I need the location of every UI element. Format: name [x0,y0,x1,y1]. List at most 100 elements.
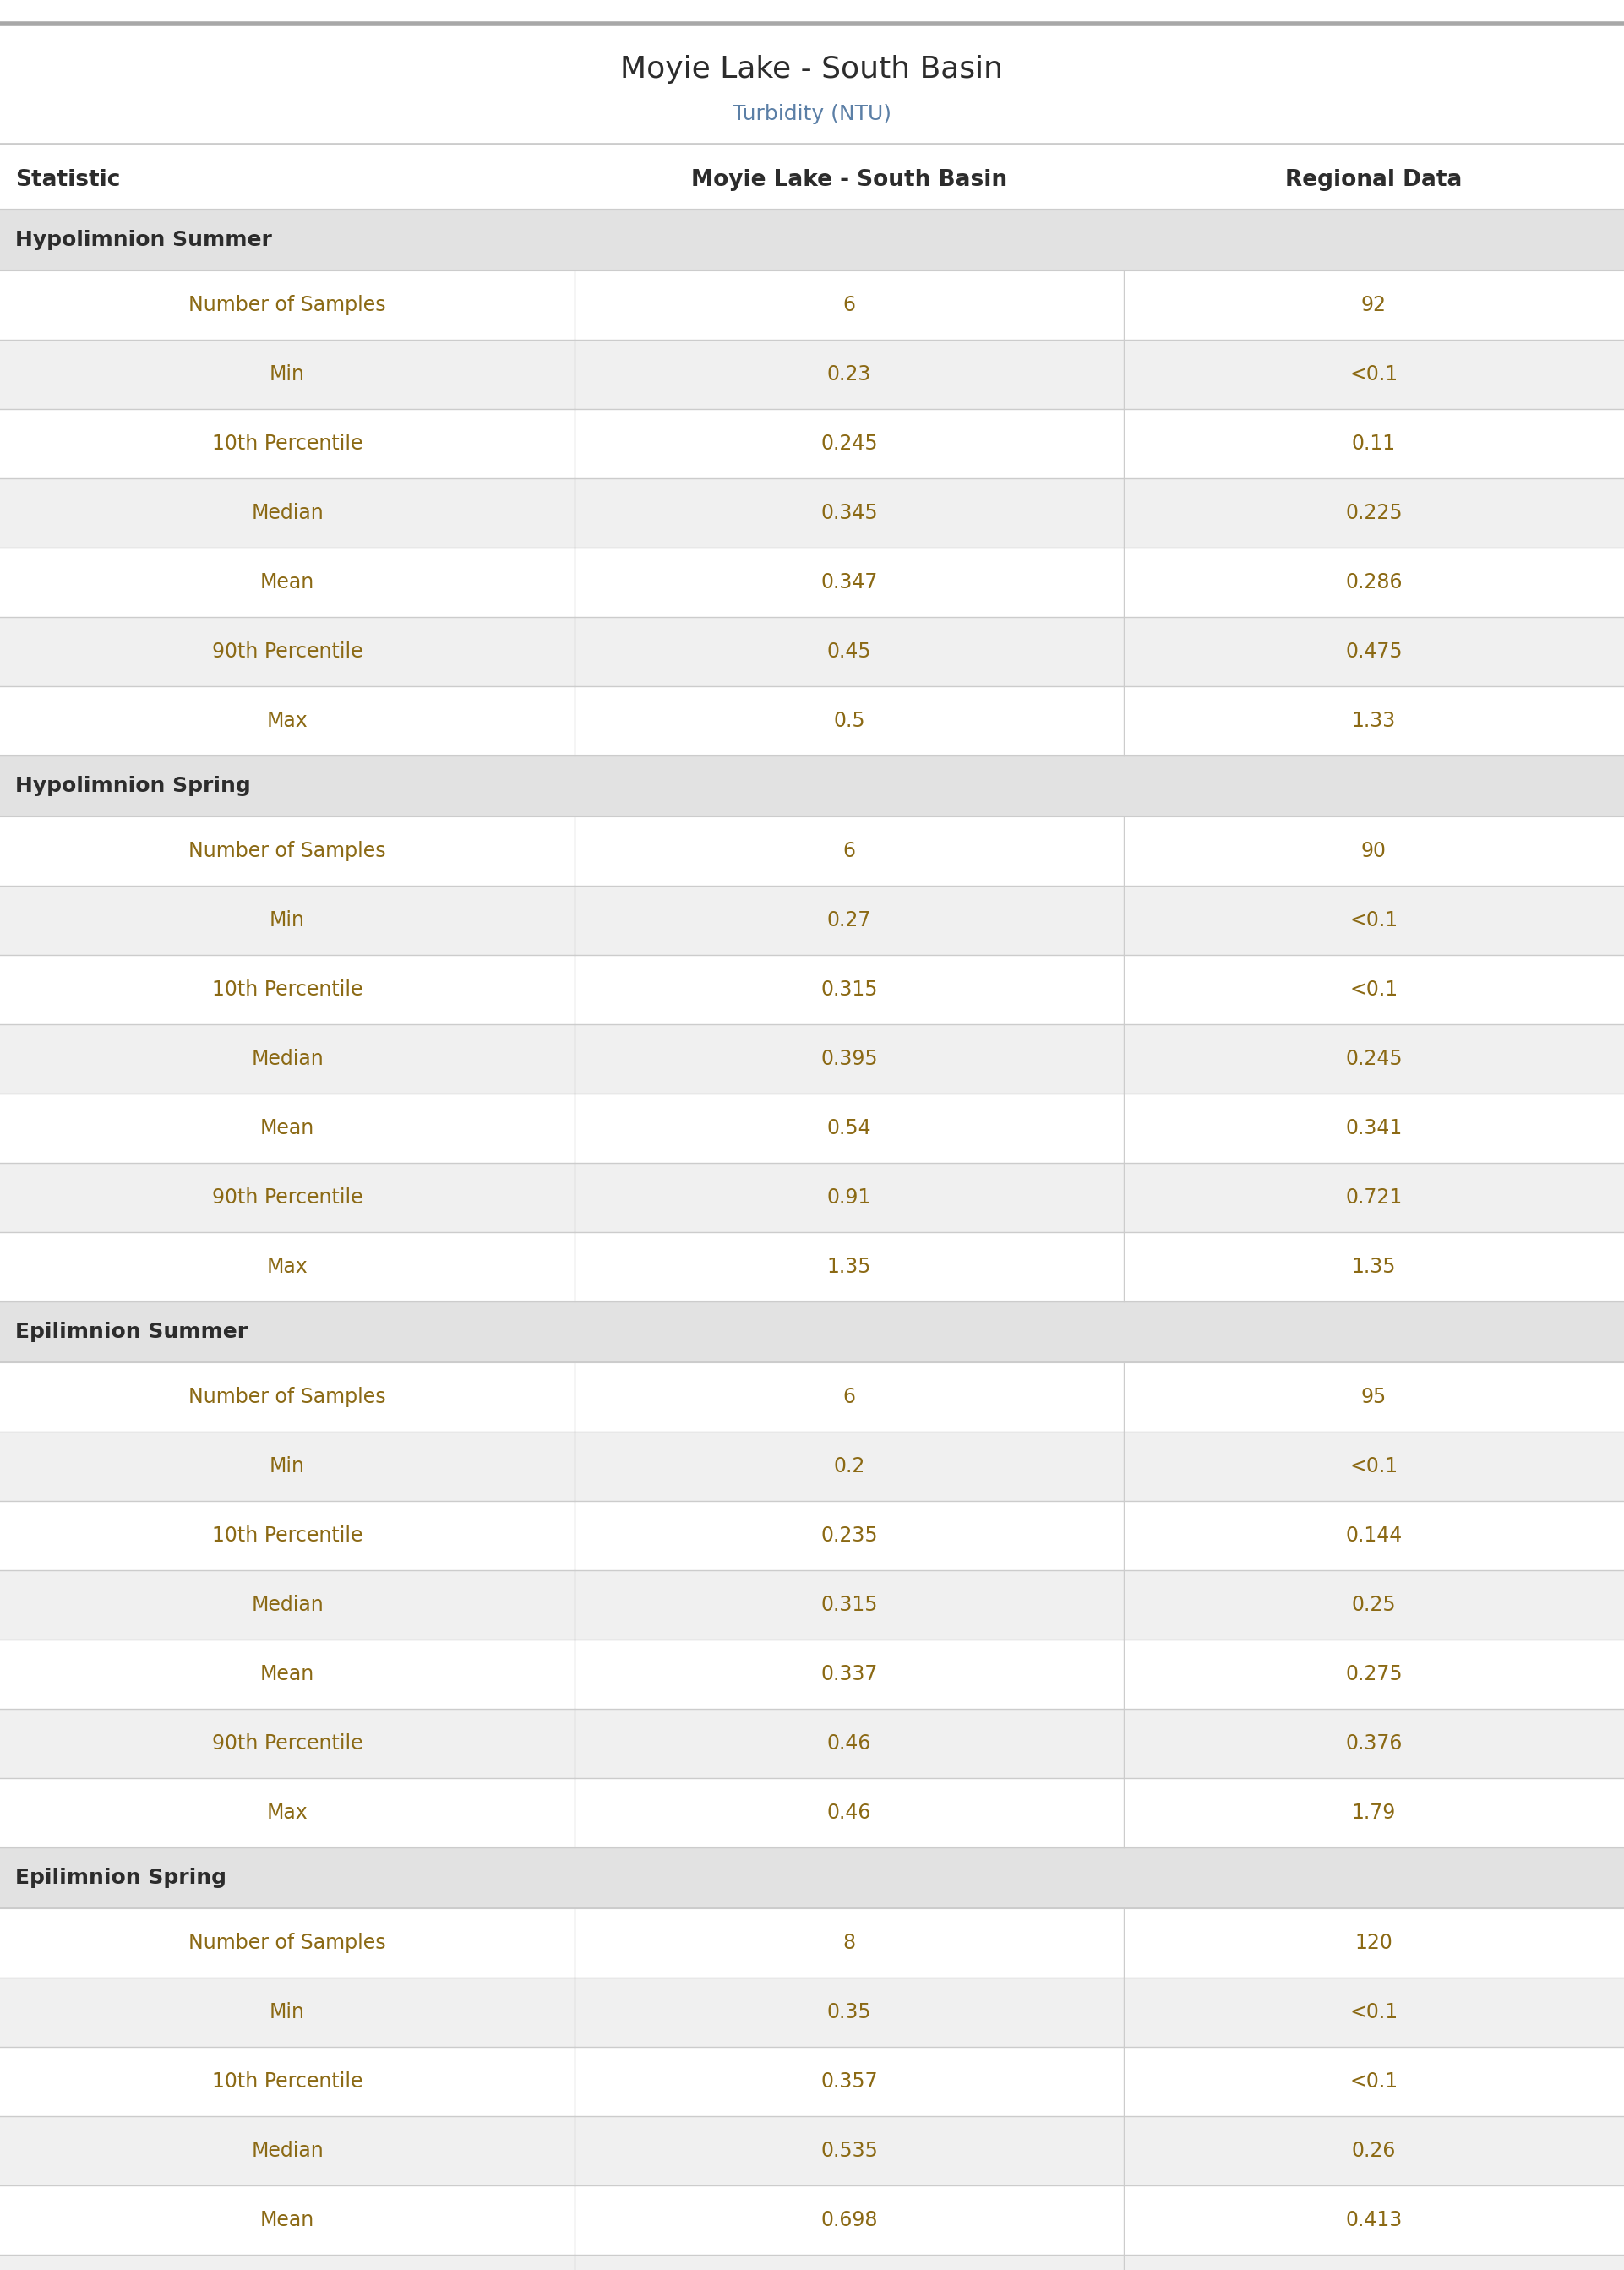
Text: 6: 6 [843,1387,856,1407]
Text: Max: Max [266,1802,309,1823]
Text: 0.475: 0.475 [1345,642,1403,663]
Text: 0.26: 0.26 [1351,2141,1397,2161]
Bar [0,956,1624,1024]
Text: 1.33: 1.33 [1351,711,1397,731]
Text: Min: Min [270,1455,305,1476]
Text: Max: Max [266,711,309,731]
Bar [0,209,1624,270]
Bar [0,686,1624,756]
Text: Max: Max [266,1258,309,1278]
Text: Median: Median [252,1596,323,1614]
Text: 10th Percentile: 10th Percentile [211,2073,362,2091]
Text: Number of Samples: Number of Samples [188,840,387,860]
Text: 0.225: 0.225 [1345,504,1403,522]
Bar [0,1301,1624,1362]
Bar [0,340,1624,409]
Text: <0.1: <0.1 [1350,1455,1398,1476]
Bar [0,885,1624,956]
Bar [0,1848,1624,1909]
Text: Median: Median [252,1049,323,1069]
Text: Epilimnion Summer: Epilimnion Summer [15,1321,248,1342]
Text: Regional Data: Regional Data [1286,168,1462,191]
Bar [0,617,1624,686]
Text: 0.23: 0.23 [827,363,872,384]
Text: 0.698: 0.698 [820,2211,877,2231]
Text: 0.245: 0.245 [820,434,877,454]
Bar [0,2048,1624,2116]
Text: Moyie Lake - South Basin: Moyie Lake - South Basin [692,168,1007,191]
Text: 0.46: 0.46 [827,1802,872,1823]
Text: 0.2: 0.2 [833,1455,866,1476]
Bar [0,2186,1624,2254]
Text: 0.286: 0.286 [1345,572,1403,592]
Text: 0.245: 0.245 [1345,1049,1403,1069]
Bar [0,756,1624,817]
Bar [0,1909,1624,1977]
Bar [0,1162,1624,1233]
Text: Min: Min [270,363,305,384]
Text: <0.1: <0.1 [1350,978,1398,999]
Text: 1.35: 1.35 [827,1258,872,1278]
Text: Median: Median [252,504,323,522]
Bar [0,817,1624,885]
Text: 1.35: 1.35 [1351,1258,1397,1278]
Bar [0,270,1624,340]
Text: Hypolimnion Spring: Hypolimnion Spring [15,776,250,797]
Text: <0.1: <0.1 [1350,910,1398,931]
Text: 10th Percentile: 10th Percentile [211,1525,362,1546]
Text: 0.413: 0.413 [1345,2211,1402,2231]
Text: 8: 8 [843,1932,856,1952]
Bar [0,547,1624,617]
Text: Median: Median [252,2141,323,2161]
Bar [0,1709,1624,1777]
Text: 92: 92 [1361,295,1387,316]
Text: 0.535: 0.535 [820,2141,879,2161]
Text: Turbidity (NTU): Turbidity (NTU) [732,104,892,125]
Text: Mean: Mean [260,2211,315,2231]
Text: Hypolimnion Summer: Hypolimnion Summer [15,229,271,250]
Text: Min: Min [270,910,305,931]
Text: 0.46: 0.46 [827,1734,872,1755]
Text: 0.347: 0.347 [820,572,877,592]
Bar [0,1024,1624,1094]
Text: 0.45: 0.45 [827,642,872,663]
Bar [0,1571,1624,1639]
Text: 0.315: 0.315 [820,978,877,999]
Text: Number of Samples: Number of Samples [188,1932,387,1952]
Text: 90th Percentile: 90th Percentile [211,1187,362,1208]
Bar [0,1432,1624,1500]
Text: Moyie Lake - South Basin: Moyie Lake - South Basin [620,54,1004,84]
Bar [0,1777,1624,1848]
Text: Mean: Mean [260,1664,315,1684]
Text: 10th Percentile: 10th Percentile [211,978,362,999]
Text: 95: 95 [1361,1387,1387,1407]
Text: 0.376: 0.376 [1345,1734,1403,1755]
Bar [0,1362,1624,1432]
Text: Mean: Mean [260,1119,315,1137]
Text: 0.395: 0.395 [820,1049,877,1069]
Text: 0.144: 0.144 [1345,1525,1402,1546]
Text: 90th Percentile: 90th Percentile [211,642,362,663]
Bar [0,409,1624,479]
Text: 0.235: 0.235 [820,1525,877,1546]
Text: 0.345: 0.345 [820,504,877,522]
Text: Min: Min [270,2002,305,2023]
Text: 6: 6 [843,295,856,316]
Text: 120: 120 [1354,1932,1393,1952]
Bar [0,479,1624,547]
Bar [0,1500,1624,1571]
Text: 10th Percentile: 10th Percentile [211,434,362,454]
Text: 0.54: 0.54 [827,1119,872,1137]
Text: 0.5: 0.5 [833,711,866,731]
Text: 0.315: 0.315 [820,1596,877,1614]
Text: Number of Samples: Number of Samples [188,1387,387,1407]
Text: 0.341: 0.341 [1345,1119,1402,1137]
Bar [0,1094,1624,1162]
Text: <0.1: <0.1 [1350,363,1398,384]
Text: Epilimnion Spring: Epilimnion Spring [15,1868,226,1889]
Text: 0.91: 0.91 [827,1187,870,1208]
Text: Statistic: Statistic [15,168,120,191]
Bar [0,1233,1624,1301]
Text: 90th Percentile: 90th Percentile [211,1734,362,1755]
Bar [0,2254,1624,2270]
